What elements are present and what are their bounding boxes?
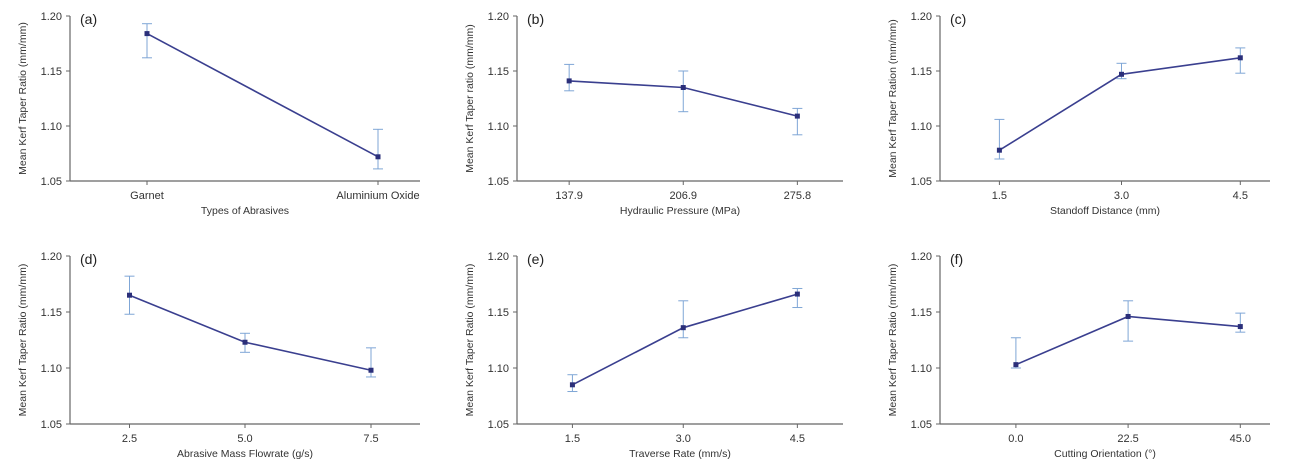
x-tick-label: 275.8 bbox=[784, 190, 812, 202]
data-point bbox=[242, 339, 248, 345]
y-tick-label: 1.05 bbox=[911, 419, 932, 431]
x-axis-title: Standoff Distance (mm) bbox=[1050, 205, 1160, 217]
y-tick-label: 1.20 bbox=[488, 11, 509, 23]
y-axis-title: Mean Kerf Taper ratio (mm/mm) bbox=[464, 24, 476, 173]
chart-panel: 1.05 1.10 1.15 1.20 2.5 5.0 7.5 Abrasive Mass F… bbox=[17, 251, 420, 460]
y-tick-label: 1.05 bbox=[41, 419, 62, 431]
x-tick-label: 22.5 bbox=[1117, 433, 1138, 445]
x-tick-label: 45.0 bbox=[1230, 433, 1251, 445]
series-line bbox=[146, 32, 379, 158]
y-tick-label: 1.20 bbox=[911, 11, 932, 23]
y-tick-label: 1.05 bbox=[911, 176, 932, 188]
x-tick-label: 206.9 bbox=[669, 190, 697, 202]
x-tick-label: 7.5 bbox=[363, 433, 378, 445]
x-tick-label: 3.0 bbox=[676, 433, 691, 445]
y-tick-label: 1.10 bbox=[41, 121, 62, 133]
data-point bbox=[996, 147, 1002, 153]
x-axis-title: Types of Abrasives bbox=[201, 205, 289, 217]
y-tick-label: 1.05 bbox=[488, 419, 509, 431]
data-point bbox=[1237, 55, 1243, 61]
y-tick-label: 1.10 bbox=[488, 121, 509, 133]
y-axis-title: Mean Kerf Taper Ratio (mm/mm) bbox=[464, 264, 476, 417]
data-point bbox=[1119, 71, 1124, 77]
panel-label: (f) bbox=[950, 251, 963, 267]
y-tick-label: 1.15 bbox=[488, 66, 509, 78]
x-tick-label: 3.0 bbox=[1114, 190, 1129, 202]
y-axis-title: Mean Kerf Taper Ratio (mm/mm) bbox=[887, 264, 899, 417]
data-point bbox=[569, 382, 575, 388]
x-tick-label: 4.5 bbox=[1233, 190, 1248, 202]
y-tick-label: 1.10 bbox=[911, 121, 932, 133]
x-axis-title: Cutting Orientation (°) bbox=[1054, 448, 1156, 460]
series-line bbox=[572, 293, 798, 386]
series-line bbox=[129, 294, 372, 372]
panel-label: (d) bbox=[80, 251, 97, 267]
y-tick-label: 1.05 bbox=[41, 176, 62, 188]
x-tick-label: 1.5 bbox=[992, 190, 1007, 202]
data-point bbox=[144, 31, 150, 37]
x-tick-label: 5.0 bbox=[237, 433, 252, 445]
y-tick-label: 1.15 bbox=[911, 307, 932, 319]
y-tick-label: 1.20 bbox=[41, 251, 62, 263]
data-point bbox=[375, 154, 381, 160]
x-tick-label: 137.9 bbox=[555, 190, 583, 202]
y-tick-label: 1.10 bbox=[41, 363, 62, 375]
y-tick-label: 1.20 bbox=[911, 251, 932, 263]
x-tick-label: 1.5 bbox=[565, 433, 580, 445]
y-tick-label: 1.20 bbox=[41, 11, 62, 23]
y-tick-label: 1.05 bbox=[488, 176, 509, 188]
data-point bbox=[680, 325, 686, 331]
data-point bbox=[680, 85, 686, 90]
y-tick-label: 1.15 bbox=[41, 307, 62, 319]
y-tick-label: 1.10 bbox=[488, 363, 509, 375]
y-tick-label: 1.15 bbox=[41, 66, 62, 78]
x-tick-label: 2.5 bbox=[122, 433, 137, 445]
data-point bbox=[566, 78, 572, 84]
x-tick-label: 0.0 bbox=[1008, 433, 1023, 445]
chart-panel: 1.05 1.10 1.15 1.20 1.5 3.0 4.5 Traverse Rate (… bbox=[464, 251, 843, 460]
panel-label: (b) bbox=[527, 11, 544, 27]
panel-label: (c) bbox=[950, 11, 966, 27]
data-point bbox=[794, 113, 800, 119]
chart-panel: 1.05 1.10 1.15 1.20 0.0 22.5 45.0 Cutting Orien… bbox=[887, 251, 1270, 460]
y-tick-label: 1.20 bbox=[488, 251, 509, 263]
data-point bbox=[368, 367, 374, 373]
data-point bbox=[794, 291, 800, 297]
x-tick-label: Aluminium Oxide bbox=[336, 190, 419, 202]
y-tick-label: 1.15 bbox=[488, 307, 509, 319]
y-axis-title: Mean Kerf Taper Ration (mm/mm) bbox=[887, 19, 899, 178]
data-point bbox=[1013, 362, 1019, 368]
chart-panel: 1.05 1.10 1.15 1.20 Garnet Aluminium Oxide Typ… bbox=[17, 11, 420, 217]
x-axis-title: Abrasive Mass Flowrate (g/s) bbox=[177, 448, 313, 460]
chart-panel: 1.05 1.10 1.15 1.20 1.5 3.0 4.5 Standoff Distan… bbox=[887, 11, 1270, 217]
x-axis-title: Traverse Rate (mm/s) bbox=[629, 448, 731, 460]
y-axis-title: Mean Kerf Taper Ratio (mm/mm) bbox=[17, 264, 29, 417]
data-point bbox=[1125, 313, 1131, 319]
data-point bbox=[1237, 324, 1243, 330]
data-point bbox=[127, 292, 132, 298]
x-tick-label: Garnet bbox=[130, 190, 164, 202]
series-line bbox=[998, 57, 1241, 151]
y-tick-label: 1.10 bbox=[911, 363, 932, 375]
y-tick-label: 1.15 bbox=[911, 66, 932, 78]
x-axis-title: Hydraulic Pressure (MPa) bbox=[620, 205, 740, 217]
y-axis-title: Mean Kerf Taper Ratio (mm/mm) bbox=[17, 22, 29, 175]
x-tick-label: 4.5 bbox=[790, 433, 805, 445]
panel-label: (a) bbox=[80, 11, 97, 27]
panel-label: (e) bbox=[527, 251, 544, 267]
chart-panel: 1.05 1.10 1.15 1.20 137.9 206.9 275.8 Hydraulic… bbox=[464, 11, 843, 217]
